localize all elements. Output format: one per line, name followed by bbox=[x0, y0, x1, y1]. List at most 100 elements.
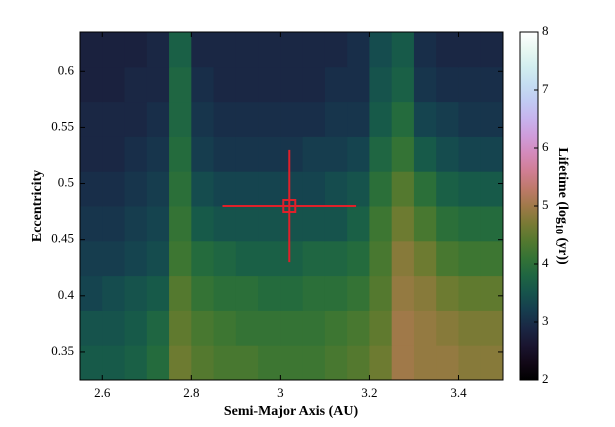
heatmap-cell bbox=[80, 171, 103, 207]
heatmap-cell bbox=[413, 345, 437, 381]
heatmap-cell bbox=[146, 275, 170, 311]
heatmap-cell bbox=[80, 32, 103, 68]
heatmap-cell bbox=[413, 101, 437, 137]
heatmap-cell bbox=[169, 136, 192, 172]
heatmap-cell bbox=[280, 101, 304, 137]
heatmap-cell bbox=[347, 136, 370, 172]
colorbar-tick-label: 3 bbox=[542, 313, 549, 328]
heatmap-cell bbox=[213, 240, 237, 277]
heatmap-cell bbox=[258, 66, 281, 103]
heatmap-cell bbox=[191, 275, 215, 311]
heatmap-cell bbox=[458, 66, 482, 103]
heatmap-cell bbox=[413, 66, 437, 103]
heatmap-cell bbox=[169, 345, 192, 381]
heatmap-cell bbox=[169, 171, 192, 207]
heatmap-cell bbox=[302, 32, 326, 68]
heatmap-cell bbox=[369, 101, 393, 137]
heatmap-cell bbox=[124, 310, 148, 346]
heatmap-cell bbox=[124, 171, 148, 207]
heatmap-cell bbox=[102, 101, 126, 137]
x-tick-label: 2.6 bbox=[94, 385, 111, 400]
heatmap-cell bbox=[213, 32, 237, 68]
heatmap-cell bbox=[391, 275, 415, 311]
heatmap-cell bbox=[391, 206, 415, 242]
heatmap-cell bbox=[347, 206, 370, 242]
heatmap-cell bbox=[436, 66, 459, 103]
heatmap-cell bbox=[124, 275, 148, 311]
heatmap-cell bbox=[458, 345, 482, 381]
heatmap-cell bbox=[324, 240, 348, 277]
heatmap-cell bbox=[391, 101, 415, 137]
heatmap-cell bbox=[235, 136, 259, 172]
heatmap-cell bbox=[146, 66, 170, 103]
heatmap-cell bbox=[258, 136, 281, 172]
heatmap-cell bbox=[258, 275, 281, 311]
heatmap-cell bbox=[369, 32, 393, 68]
heatmap-cell bbox=[458, 136, 482, 172]
heatmap-cell bbox=[235, 206, 259, 242]
heatmap-cell bbox=[235, 345, 259, 381]
heatmap-cell bbox=[280, 345, 304, 381]
heatmap-cell bbox=[302, 240, 326, 277]
heatmap-cell bbox=[191, 136, 215, 172]
y-tick-label: 0.35 bbox=[51, 343, 74, 358]
heatmap-cell bbox=[302, 66, 326, 103]
heatmap-cell bbox=[146, 240, 170, 277]
heatmap-cell bbox=[436, 32, 459, 68]
heatmap-cell bbox=[169, 101, 192, 137]
heatmap-cell bbox=[213, 171, 237, 207]
heatmap-cell bbox=[302, 310, 326, 346]
heatmap-cell bbox=[124, 345, 148, 381]
y-tick-label: 0.6 bbox=[58, 62, 75, 77]
heatmap-cell bbox=[436, 171, 459, 207]
heatmap-cell bbox=[347, 275, 370, 311]
heatmap-cell bbox=[347, 310, 370, 346]
heatmap-cell bbox=[436, 345, 459, 381]
heatmap-cell bbox=[258, 171, 281, 207]
heatmap-cell bbox=[102, 275, 126, 311]
heatmap-cell bbox=[391, 66, 415, 103]
heatmap-cell bbox=[235, 66, 259, 103]
x-tick-label: 3 bbox=[277, 385, 284, 400]
heatmap-cell bbox=[324, 136, 348, 172]
heatmap-cell bbox=[458, 206, 482, 242]
heatmap-cell bbox=[302, 136, 326, 172]
heatmap-cell bbox=[347, 345, 370, 381]
heatmap-cell bbox=[347, 171, 370, 207]
heatmap-cell bbox=[458, 32, 482, 68]
heatmap-cell bbox=[213, 66, 237, 103]
heatmap-cell bbox=[124, 32, 148, 68]
heatmap-cell bbox=[480, 310, 504, 346]
heatmap-cell bbox=[191, 240, 215, 277]
colorbar-label: Lifetime (log10 (yr)) bbox=[553, 147, 570, 265]
heatmap-cell bbox=[102, 345, 126, 381]
heatmap-cell bbox=[480, 66, 504, 103]
heatmap-cell bbox=[280, 275, 304, 311]
heatmap bbox=[80, 32, 504, 381]
heatmap-cell bbox=[146, 136, 170, 172]
heatmap-cell bbox=[235, 32, 259, 68]
x-tick-label: 2.8 bbox=[183, 385, 199, 400]
heatmap-cell bbox=[436, 136, 459, 172]
heatmap-cell bbox=[80, 310, 103, 346]
heatmap-cell bbox=[480, 136, 504, 172]
heatmap-cell bbox=[480, 275, 504, 311]
heatmap-cell bbox=[80, 136, 103, 172]
heatmap-cell bbox=[324, 101, 348, 137]
heatmap-cell bbox=[80, 345, 103, 381]
heatmap-cell bbox=[480, 101, 504, 137]
heatmap-cell bbox=[369, 345, 393, 381]
heatmap-cell bbox=[280, 240, 304, 277]
marker bbox=[282, 199, 297, 213]
heatmap-cell bbox=[258, 101, 281, 137]
heatmap-cell bbox=[280, 206, 304, 242]
heatmap-cell bbox=[80, 101, 103, 137]
colorbar-tick-label: 4 bbox=[542, 255, 549, 270]
heatmap-cell bbox=[458, 275, 482, 311]
heatmap-cell bbox=[302, 206, 326, 242]
heatmap-cell bbox=[391, 310, 415, 346]
heatmap-cell bbox=[146, 345, 170, 381]
heatmap-cell bbox=[458, 310, 482, 346]
heatmap-cell bbox=[480, 240, 504, 277]
heatmap-cell bbox=[80, 66, 103, 103]
